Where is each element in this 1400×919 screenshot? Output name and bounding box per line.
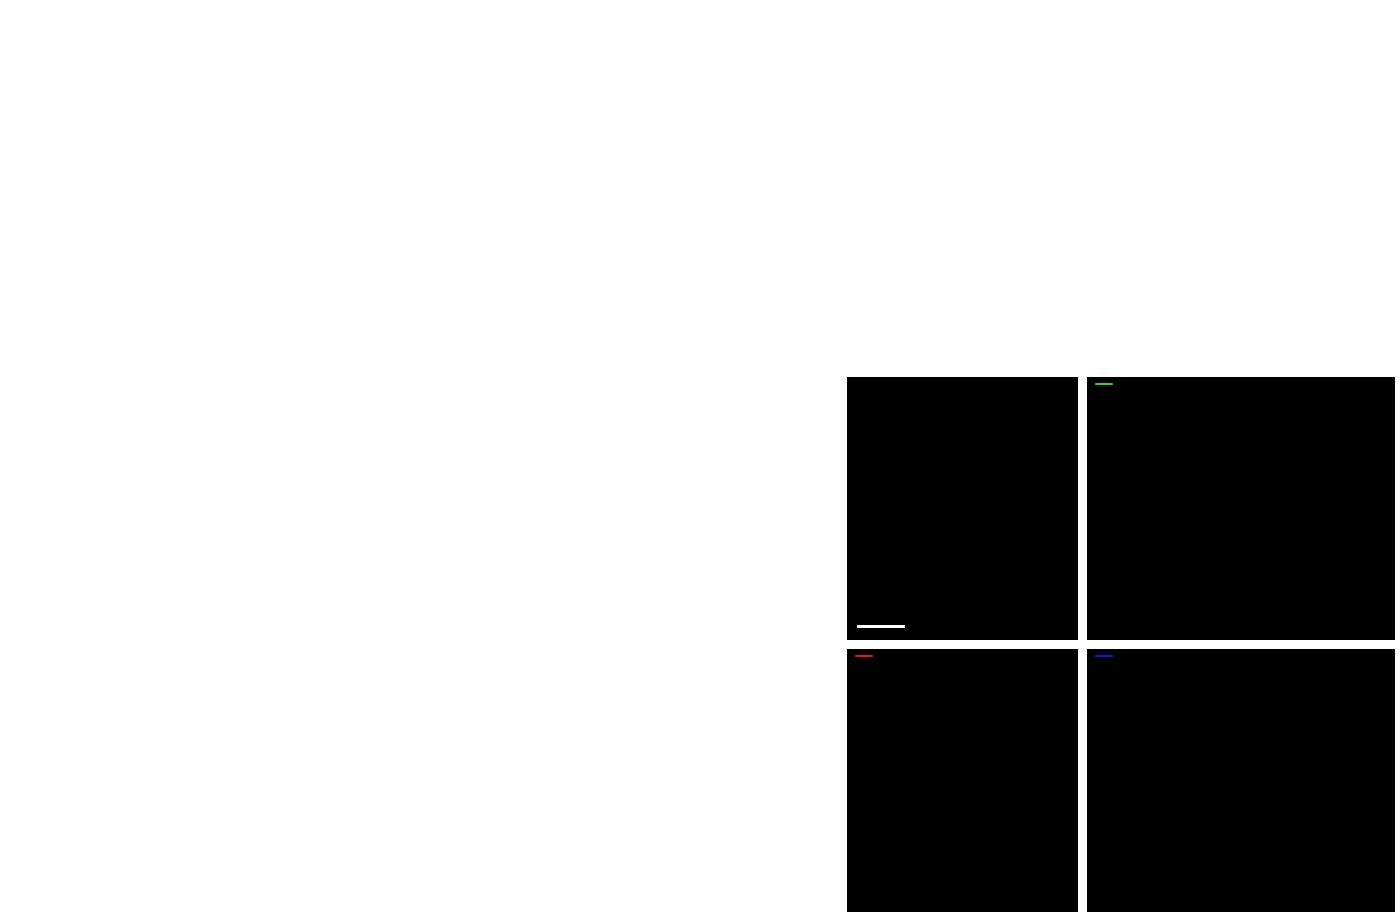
eds-map-barium bbox=[847, 649, 1078, 912]
element-badge-ba bbox=[855, 655, 873, 657]
sample-label-chip bbox=[28, 13, 100, 21]
legend-marker bbox=[135, 566, 181, 582]
legend-marker bbox=[135, 543, 181, 559]
panel-a-tem bbox=[22, 8, 518, 330]
panel-e-eds-maps bbox=[800, 370, 1400, 919]
legend-item bbox=[135, 608, 189, 631]
legend bbox=[135, 539, 189, 677]
legend-item bbox=[135, 654, 189, 677]
co-map-tile bbox=[1087, 649, 1395, 912]
legend-item bbox=[135, 562, 189, 585]
panel-c-histogram bbox=[965, 0, 1400, 345]
legend-marker bbox=[135, 589, 181, 605]
element-badge-n bbox=[1095, 383, 1113, 385]
panel-d-performance-chart bbox=[30, 370, 795, 919]
element-badge-co bbox=[1095, 655, 1113, 657]
legend-item bbox=[135, 539, 189, 562]
haadf-stem-tile bbox=[847, 377, 1078, 640]
legend-marker bbox=[135, 658, 181, 674]
scalebar-line bbox=[857, 625, 905, 628]
legend-item bbox=[135, 631, 189, 654]
tem-image bbox=[22, 8, 518, 330]
core-size-histogram bbox=[530, 0, 960, 345]
legend-marker bbox=[135, 612, 181, 628]
n-map-tile bbox=[1087, 377, 1395, 640]
shell-thickness-histogram bbox=[965, 0, 1400, 345]
eds-map-cobalt bbox=[1087, 649, 1395, 912]
haadf-stem-image bbox=[847, 377, 1078, 640]
scalebar-line bbox=[37, 305, 137, 309]
legend-item bbox=[135, 585, 189, 608]
legend-marker bbox=[135, 635, 181, 651]
panel-b-histogram bbox=[530, 0, 960, 345]
eds-map-nitrogen bbox=[1087, 377, 1395, 640]
ba-map-tile bbox=[847, 649, 1078, 912]
